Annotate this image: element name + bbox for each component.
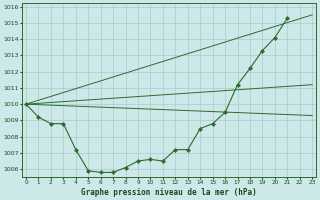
X-axis label: Graphe pression niveau de la mer (hPa): Graphe pression niveau de la mer (hPa): [81, 188, 257, 197]
